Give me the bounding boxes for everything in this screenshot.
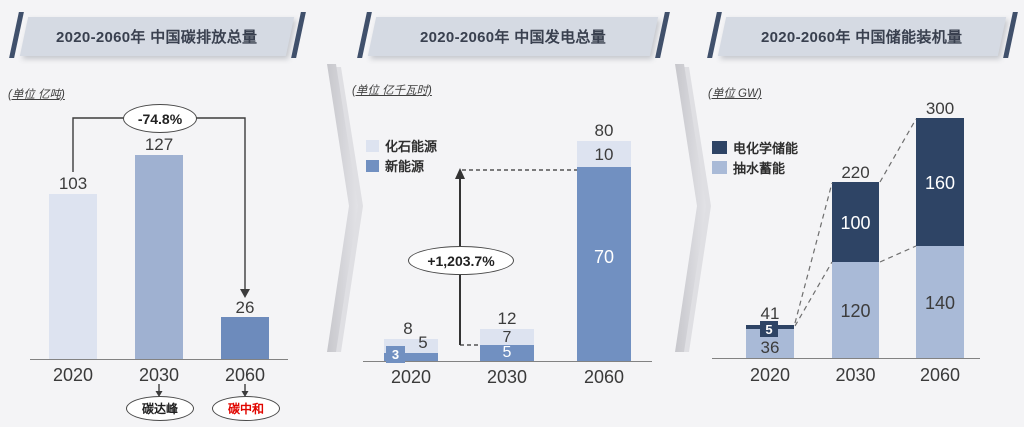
dashed-connector-line xyxy=(879,245,917,263)
axis-label-2030: 2030 xyxy=(138,365,180,385)
segment-label-2030-electrochemical: 100 xyxy=(840,213,871,233)
panel-header: 2020-2060年 中国发电总量 xyxy=(367,17,659,56)
x-axis xyxy=(712,358,980,360)
value-label-2020: 103 xyxy=(58,174,88,193)
bar-2060-pumpedhydro xyxy=(916,246,964,358)
axis-label-2060: 2060 xyxy=(224,365,266,385)
chevron-right-icon xyxy=(327,64,363,352)
segment-label-2060-pumpedhydro: 140 xyxy=(924,293,956,313)
segment-label-2060-electrochemical: 160 xyxy=(924,173,956,193)
milestone-carbon-peak-badge: 碳达峰 xyxy=(126,396,194,421)
panel-title: 2020-2060年 中国发电总量 xyxy=(419,29,606,46)
segment-label-2030-fossil: 7 xyxy=(502,329,512,346)
total-label-2030: 220 xyxy=(841,163,870,182)
axis-label-2020: 2020 xyxy=(52,365,94,385)
unit-label: (单位 亿吨) xyxy=(8,89,65,101)
legend-swatch-fossil-icon xyxy=(366,140,379,152)
x-axis xyxy=(363,361,652,363)
bar-2060-fossil xyxy=(577,141,631,167)
segment-label-2020-pumpedhydro: 36 xyxy=(760,338,780,357)
dashed-connector-line xyxy=(879,118,917,183)
bar-2030-electrochemical xyxy=(832,182,879,262)
bar-2020 xyxy=(49,194,97,359)
legend-swatch-pumpedhydro-icon xyxy=(712,161,727,174)
total-label-2060: 80 xyxy=(594,121,614,140)
bar-2060-newenergy xyxy=(577,167,631,361)
legend-label-electrochemical: 电化学储能 xyxy=(733,141,799,156)
arrow-down-icon xyxy=(240,289,250,298)
value-label-2030: 127 xyxy=(144,135,174,154)
segment-label-2020-fossil: 5 xyxy=(418,333,428,352)
legend-swatch-electrochemical-icon xyxy=(712,141,727,154)
legend-label-fossil: 化石能源 xyxy=(385,139,438,154)
total-label-2020: 41 xyxy=(760,304,780,323)
axis-label-2030: 2030 xyxy=(486,367,528,387)
dashed-connector-line xyxy=(794,182,833,324)
bar-2060-electrochemical xyxy=(916,118,964,246)
chevron-right-icon xyxy=(675,64,711,352)
x-axis xyxy=(30,359,288,361)
segment-label-2020-electrochemical: 5 xyxy=(760,321,778,337)
total-label-2030: 12 xyxy=(497,309,517,328)
total-label-2020: 8 xyxy=(403,319,413,338)
panel-title: 2020-2060年 中国碳排放总量 xyxy=(56,29,258,46)
bar-2060 xyxy=(221,317,269,359)
bar-2020-newenergy xyxy=(384,353,438,361)
bar-2030-pumpedhydro xyxy=(832,262,879,358)
axis-label-2060: 2060 xyxy=(919,365,961,385)
dashed-connector-line xyxy=(794,261,833,327)
legend-label-newenergy: 新能源 xyxy=(385,159,425,174)
arrow-up-icon xyxy=(455,168,465,179)
bar-2030 xyxy=(135,155,183,359)
milestone-carbon-neutral-badge: 碳中和 xyxy=(212,396,280,421)
bar-2030-newenergy xyxy=(480,345,534,361)
panel-header: 2020-2060年 中国碳排放总量 xyxy=(19,17,295,56)
segment-label-2020-newenergy: 3 xyxy=(386,346,405,363)
legend-label-pumpedhydro: 抽水蓄能 xyxy=(733,161,786,176)
axis-label-2020: 2020 xyxy=(749,365,791,385)
growth-annotation-badge: +1,203.7% xyxy=(408,246,514,275)
value-label-2060: 26 xyxy=(235,298,255,317)
legend-swatch-newenergy-icon xyxy=(366,160,379,172)
segment-label-2060-fossil: 10 xyxy=(594,145,614,164)
panel-title: 2020-2060年 中国储能装机量 xyxy=(761,29,963,46)
unit-label: (单位 亿千瓦时) xyxy=(352,85,432,97)
panel-header: 2020-2060年 中国储能装机量 xyxy=(717,17,1007,56)
change-annotation-badge: -74.8% xyxy=(123,104,197,133)
bar-2030-fossil xyxy=(480,329,534,345)
axis-label-2030: 2030 xyxy=(835,365,876,385)
segment-label-2060-newenergy: 70 xyxy=(593,247,615,267)
axis-label-2060: 2060 xyxy=(583,367,625,387)
unit-label: (单位 GW) xyxy=(708,88,762,100)
total-label-2060: 300 xyxy=(925,99,955,118)
segment-label-2030-pumpedhydro: 120 xyxy=(840,301,871,321)
segment-label-2030-newenergy: 5 xyxy=(502,344,512,361)
axis-label-2020: 2020 xyxy=(390,367,432,387)
